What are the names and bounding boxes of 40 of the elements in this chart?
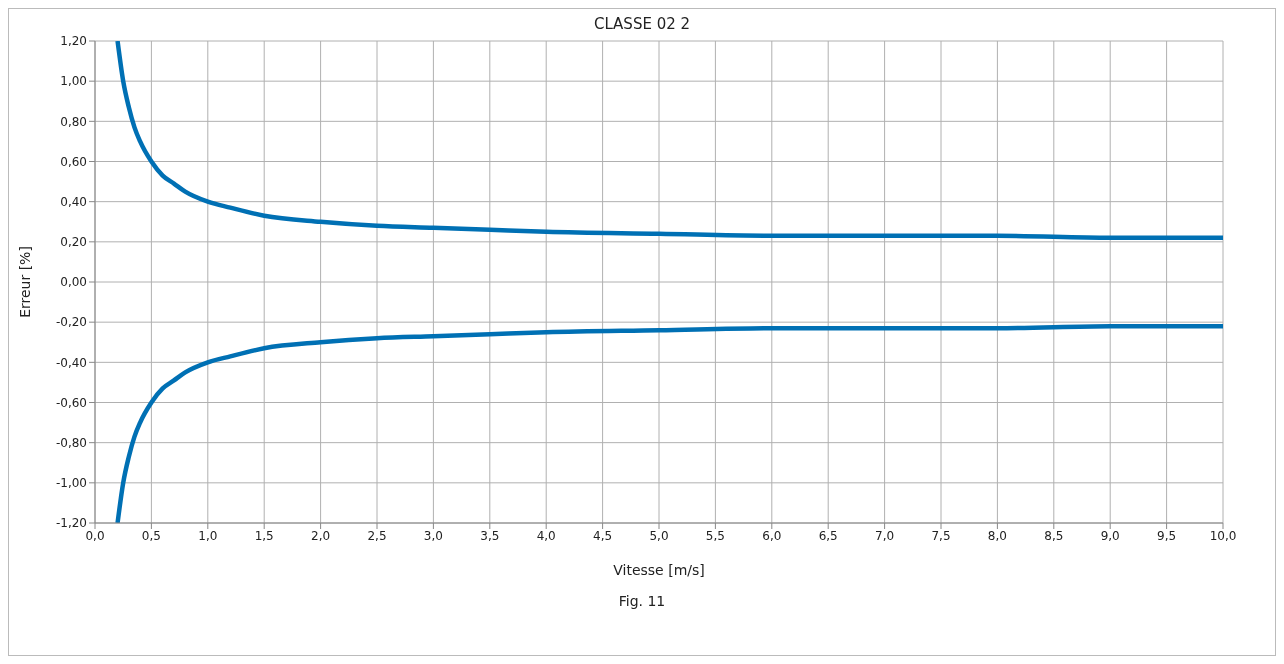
y-tick-label: -0,40 — [55, 355, 87, 370]
y-tick-label: 0,40 — [60, 194, 87, 209]
x-tick-label: 5,5 — [705, 528, 725, 543]
x-tick-label: 4,0 — [536, 528, 556, 543]
x-tick-label: 2,5 — [367, 528, 387, 543]
y-tick-label: 1,00 — [60, 74, 87, 89]
x-tick-label: 3,0 — [423, 528, 443, 543]
x-tick-label: 0,0 — [85, 528, 105, 543]
y-tick-label: 0,20 — [60, 235, 87, 250]
y-tick-label: -0,20 — [55, 315, 87, 330]
x-tick-label: 7,0 — [875, 528, 895, 543]
x-tick-label: 5,0 — [649, 528, 669, 543]
y-axis-title: Erreur [%] — [16, 246, 33, 318]
x-tick-label: 2,0 — [311, 528, 331, 543]
x-tick-label: 9,5 — [1157, 528, 1177, 543]
x-tick-label: 8,5 — [1044, 528, 1064, 543]
x-tick-label: 7,5 — [931, 528, 951, 543]
x-tick-label: 9,0 — [1100, 528, 1120, 543]
x-tick-label: 1,0 — [198, 528, 218, 543]
caption: Fig. 11 — [617, 593, 667, 609]
y-tick-label: -1,20 — [55, 516, 87, 531]
x-tick-label: 6,5 — [818, 528, 838, 543]
y-tick-label: -0,80 — [55, 435, 87, 450]
y-tick-label: -0,60 — [55, 395, 87, 410]
y-tick-label: 0,80 — [60, 114, 87, 129]
x-tick-label: 3,5 — [480, 528, 500, 543]
x-tick-label: 1,5 — [254, 528, 274, 543]
line-series — [115, 323, 1223, 523]
x-tick-label: 6,0 — [762, 528, 782, 543]
x-tick-label: 0,5 — [141, 528, 161, 543]
y-tick-label: -1,00 — [55, 476, 87, 491]
y-tick-label: 0,60 — [60, 154, 87, 169]
x-tick-label: 8,0 — [987, 528, 1007, 543]
x-axis-title: Vitesse [m/s] — [613, 562, 705, 578]
y-tick-label: 0,00 — [60, 275, 87, 290]
y-tick-label: 1,20 — [60, 34, 87, 49]
line-series — [115, 41, 1223, 241]
chart-title: CLASSE 02 2 — [592, 15, 692, 33]
x-tick-label: 4,5 — [593, 528, 613, 543]
x-tick-label: 10,0 — [1209, 528, 1237, 543]
